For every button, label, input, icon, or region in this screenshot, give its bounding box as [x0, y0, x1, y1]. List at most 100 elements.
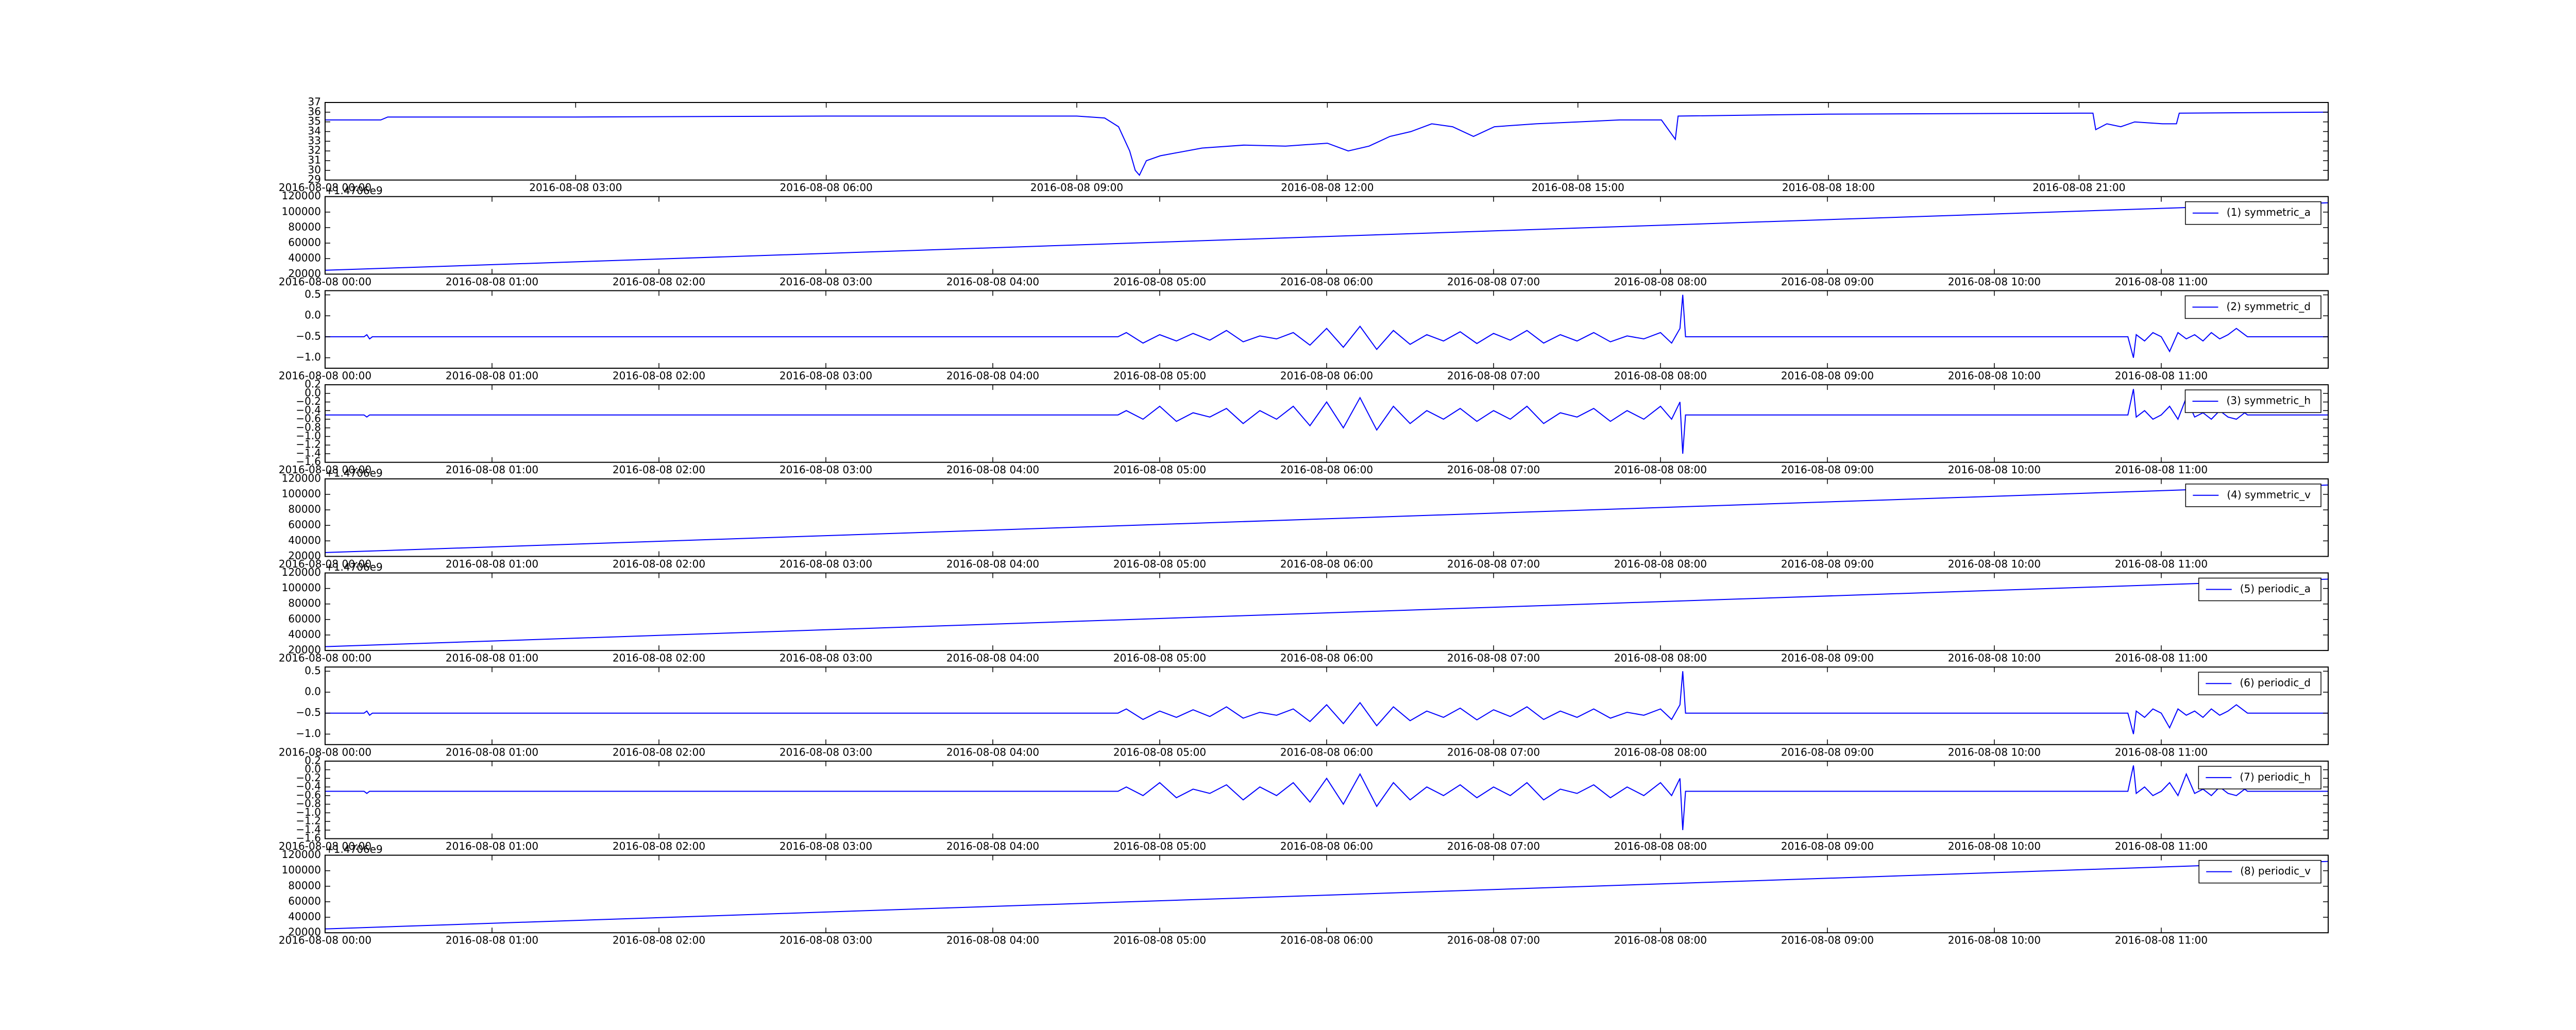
- x-tick-label: 2016-08-08 18:00: [1782, 181, 1875, 194]
- x-tick-label: 2016-08-08 11:00: [2115, 558, 2208, 570]
- x-tick-label: 2016-08-08 02:00: [613, 840, 705, 852]
- x-tick-label: 2016-08-08 00:00: [279, 840, 371, 852]
- x-tick-label: 2016-08-08 06:00: [1280, 276, 1373, 288]
- x-tick-label: 2016-08-08 07:00: [1447, 840, 1540, 852]
- y-tick-label: 29: [308, 173, 321, 185]
- y-tick-label: 20000: [288, 550, 321, 562]
- x-tick-label: 2016-08-08 21:00: [2032, 181, 2125, 194]
- y-tick-label: 0.2: [304, 754, 321, 766]
- x-tick-label: 2016-08-08 00:00: [279, 652, 371, 664]
- x-tick-label: 2016-08-08 05:00: [1113, 934, 1206, 947]
- y-tick-label: 60000: [288, 519, 321, 531]
- y-tick-label: −1.0: [296, 727, 321, 740]
- x-tick-label: 2016-08-08 03:00: [779, 464, 872, 476]
- x-tick-label: 2016-08-08 06:00: [1280, 558, 1373, 570]
- x-tick-label: 2016-08-08 10:00: [1948, 464, 2041, 476]
- x-tick-label: 2016-08-08 10:00: [1948, 746, 2041, 758]
- y-tick-label: 120000: [282, 472, 321, 484]
- y-tick-label: 80000: [288, 220, 321, 233]
- x-tick-label: 2016-08-08 11:00: [2115, 652, 2208, 664]
- x-tick-label: 2016-08-08 05:00: [1113, 464, 1206, 476]
- legend-label: (7) periodic_h: [2240, 770, 2311, 783]
- x-tick-label: 2016-08-08 00:00: [279, 370, 371, 382]
- y-tick-label: 100000: [282, 205, 321, 217]
- x-tick-label: 2016-08-08 09:00: [1781, 746, 1874, 758]
- x-tick-label: 2016-08-08 15:00: [1532, 181, 1624, 194]
- x-tick-label: 2016-08-08 04:00: [946, 558, 1039, 570]
- x-tick-label: 2016-08-08 03:00: [779, 652, 872, 664]
- legend: (8) periodic_v: [2198, 860, 2321, 884]
- y-tick-label: 31: [308, 153, 321, 166]
- x-tick-label: 2016-08-08 00:00: [279, 276, 371, 288]
- x-tick-label: 2016-08-08 05:00: [1113, 558, 1206, 570]
- data-line: [325, 578, 2329, 647]
- y-tick-label: 0.5: [304, 664, 321, 677]
- x-tick-label: 2016-08-08 11:00: [2115, 276, 2208, 288]
- y-tick-label: 40000: [288, 911, 321, 923]
- data-line: [325, 295, 2328, 358]
- x-tick-label: 2016-08-08 05:00: [1113, 840, 1206, 852]
- x-tick-label: 2016-08-08 00:00: [279, 464, 371, 476]
- data-line: [325, 202, 2329, 271]
- x-tick-label: 2016-08-08 09:00: [1781, 276, 1874, 288]
- x-tick-label: 2016-08-08 03:00: [529, 181, 622, 194]
- x-tick-label: 2016-08-08 06:00: [1280, 840, 1373, 852]
- x-tick-label: 2016-08-08 08:00: [1614, 464, 1707, 476]
- x-tick-label: 2016-08-08 08:00: [1614, 558, 1707, 570]
- y-tick-label: 60000: [288, 612, 321, 625]
- legend-label: (8) periodic_v: [2240, 865, 2311, 877]
- x-tick-label: 2016-08-08 03:00: [779, 558, 872, 570]
- x-tick-label: 2016-08-08 02:00: [613, 934, 705, 947]
- y-tick-label: −1.6: [296, 455, 321, 468]
- legend-label: (5) periodic_a: [2240, 582, 2311, 595]
- y-tick-label: 0.0: [304, 309, 321, 321]
- x-tick-label: 2016-08-08 02:00: [613, 652, 705, 664]
- y-tick-label: −0.6: [296, 788, 321, 801]
- x-tick-label: 2016-08-08 04:00: [946, 370, 1039, 382]
- x-tick-label: 2016-08-08 06:00: [1280, 464, 1373, 476]
- x-tick-label: 2016-08-08 11:00: [2115, 370, 2208, 382]
- x-tick-label: 2016-08-08 12:00: [1281, 181, 1374, 194]
- x-tick-label: 2016-08-08 01:00: [446, 840, 538, 852]
- y-tick-label: 20000: [288, 644, 321, 656]
- data-line: [325, 861, 2329, 930]
- y-tick-label: 60000: [288, 895, 321, 907]
- y-tick-label: −1.4: [296, 823, 321, 835]
- y-offset-label: +1.4706e9: [325, 184, 383, 197]
- x-tick-label: 2016-08-08 07:00: [1447, 934, 1540, 947]
- y-tick-label: 0.0: [304, 685, 321, 698]
- x-tick-label: 2016-08-08 10:00: [1948, 652, 2041, 664]
- y-tick-label: −1.0: [296, 806, 321, 818]
- x-tick-label: 2016-08-08 08:00: [1614, 652, 1707, 664]
- x-tick-label: 2016-08-08 10:00: [1948, 558, 2041, 570]
- y-tick-label: 120000: [282, 190, 321, 202]
- x-tick-label: 2016-08-08 03:00: [779, 370, 872, 382]
- y-tick-label: 40000: [288, 628, 321, 640]
- x-tick-label: 2016-08-08 01:00: [446, 558, 538, 570]
- y-tick-label: 120000: [282, 566, 321, 578]
- data-line: [325, 765, 2328, 830]
- y-tick-label: −0.8: [296, 421, 321, 433]
- x-tick-label: 2016-08-08 03:00: [779, 746, 872, 758]
- legend: (7) periodic_h: [2198, 766, 2321, 789]
- x-tick-label: 2016-08-08 04:00: [946, 652, 1039, 664]
- x-tick-label: 2016-08-08 07:00: [1447, 652, 1540, 664]
- x-tick-label: 2016-08-08 02:00: [613, 276, 705, 288]
- x-tick-label: 2016-08-08 10:00: [1948, 934, 2041, 947]
- x-tick-label: 2016-08-08 08:00: [1614, 934, 1707, 947]
- y-tick-label: 100000: [282, 864, 321, 876]
- x-tick-label: 2016-08-08 07:00: [1447, 746, 1540, 758]
- legend: (4) symmetric_v: [2185, 484, 2321, 507]
- x-tick-label: 2016-08-08 05:00: [1113, 746, 1206, 758]
- x-tick-label: 2016-08-08 04:00: [946, 934, 1039, 947]
- x-tick-label: 2016-08-08 08:00: [1614, 276, 1707, 288]
- y-tick-label: 37: [308, 96, 321, 108]
- legend-label: (6) periodic_d: [2240, 677, 2311, 689]
- legend: (2) symmetric_d: [2184, 295, 2321, 319]
- y-tick-label: −1.2: [296, 815, 321, 827]
- x-tick-label: 2016-08-08 09:00: [1781, 934, 1874, 947]
- x-tick-label: 2016-08-08 07:00: [1447, 276, 1540, 288]
- y-tick-label: −0.6: [296, 413, 321, 425]
